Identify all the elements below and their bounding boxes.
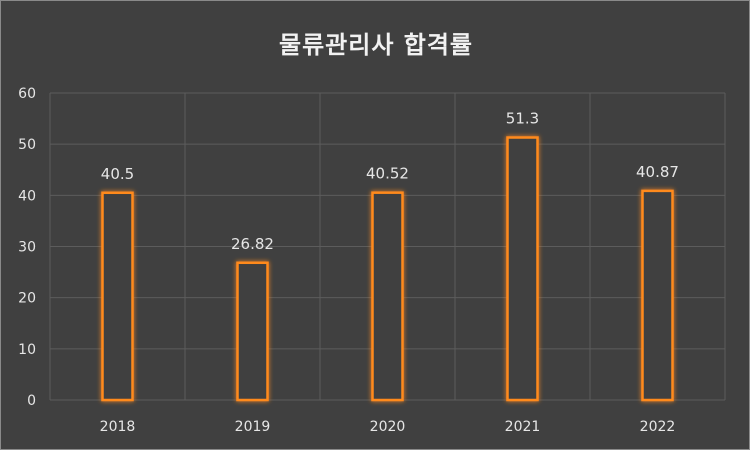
y-axis: 0 10 20 30 40 50 60 [18, 86, 36, 409]
y-tick-label: 50 [18, 137, 36, 153]
y-tick-label: 20 [18, 291, 36, 307]
bar-2021 [506, 136, 539, 402]
data-label-2020: 40.52 [366, 165, 409, 183]
bars: 40.5 26.82 40.52 51.3 40.87 [101, 110, 679, 402]
y-tick-label: 30 [18, 240, 36, 256]
bar-2018 [101, 191, 134, 402]
data-label-2019: 26.82 [231, 235, 274, 253]
x-tick-label-2021: 2021 [505, 419, 541, 435]
chart-title: 물류관리사 합격률 [279, 31, 473, 59]
x-tick-label-2019: 2019 [235, 419, 271, 435]
x-tick-label-2018: 2018 [100, 419, 136, 435]
bar-2020 [371, 191, 404, 402]
y-tick-label: 10 [18, 342, 36, 358]
data-label-2018: 40.5 [101, 165, 134, 183]
x-axis: 2018 2019 2020 2021 2022 [100, 419, 676, 435]
bar-2022 [641, 189, 674, 402]
y-tick-label: 60 [18, 86, 36, 102]
data-label-2022: 40.87 [636, 163, 679, 181]
data-label-2021: 51.3 [506, 110, 539, 128]
x-tick-label-2022: 2022 [640, 419, 676, 435]
bar-2019 [236, 261, 269, 402]
y-tick-label: 0 [27, 393, 36, 409]
x-tick-label-2020: 2020 [370, 419, 406, 435]
y-tick-label: 40 [18, 188, 36, 204]
